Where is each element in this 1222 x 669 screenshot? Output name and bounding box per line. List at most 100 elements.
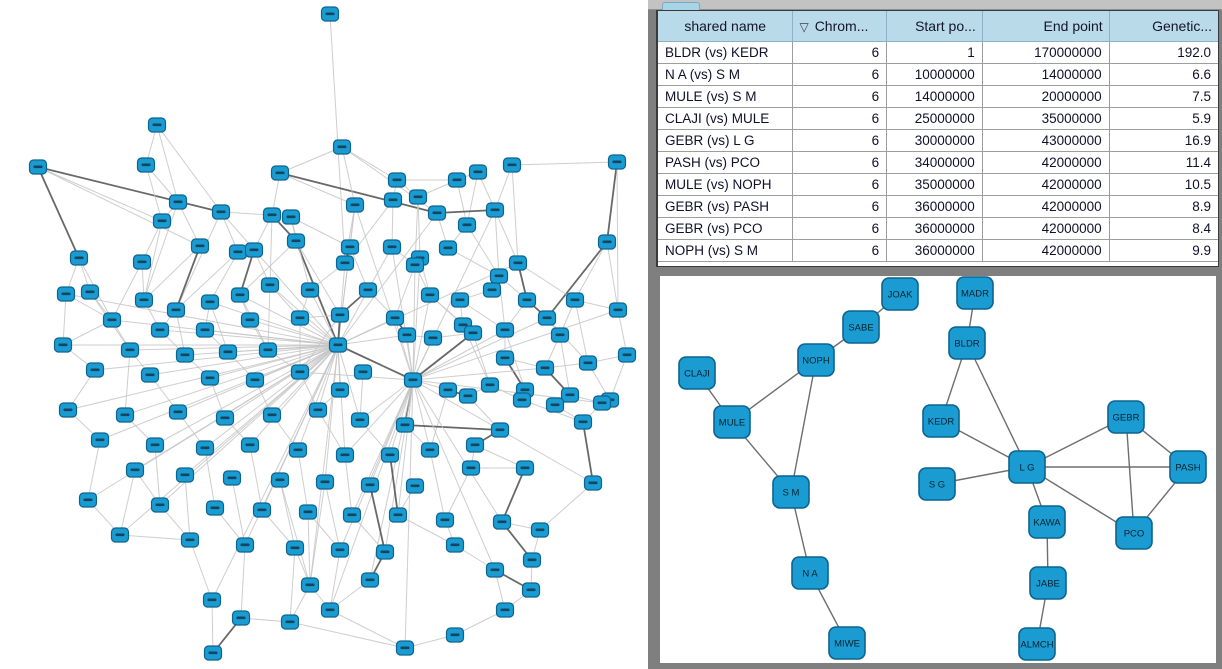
subnetwork-node-label: MIWE <box>834 639 860 650</box>
subnetwork-node-pco[interactable] <box>1115 516 1153 550</box>
subnetwork-node-kawa[interactable] <box>1028 505 1066 539</box>
subnetwork-node-joak[interactable] <box>881 277 919 311</box>
cell-value[interactable]: 35000000 <box>981 106 1110 130</box>
cell-value[interactable]: 35000000 <box>886 172 983 196</box>
cell-shared-name[interactable]: GEBR (vs) PCO <box>658 216 794 240</box>
subnetwork-panel[interactable]: JOAK SABE NOPH CLAJI MULE MADR BLDR KEDR GEBR L G… <box>654 270 1222 669</box>
cell-value[interactable]: 43000000 <box>981 128 1110 152</box>
table-row[interactable]: CLAJI (vs) MULE 6 25000000 35000000 5.9 <box>658 106 1218 130</box>
network-edge <box>384 379 414 553</box>
cell-value[interactable]: 10.5 <box>1108 172 1218 196</box>
cell-shared-name[interactable]: MULE (vs) S M <box>658 84 794 108</box>
subnetwork-node-pash[interactable] <box>1169 450 1207 484</box>
node-label <box>570 298 580 302</box>
cell-value[interactable]: 8.9 <box>1108 194 1218 218</box>
subnetwork-node-l-g[interactable] <box>1008 450 1046 484</box>
subnetwork-node-s-g[interactable] <box>918 467 956 501</box>
cell-value[interactable]: 42000000 <box>981 238 1110 262</box>
main-network-panel[interactable] <box>0 0 648 669</box>
cell-value[interactable]: 6 <box>792 194 888 218</box>
cell-value[interactable]: 6 <box>792 238 888 262</box>
network-edge <box>444 467 472 521</box>
table-row[interactable]: PASH (vs) PCO 6 34000000 42000000 11.4 <box>658 150 1218 174</box>
network-edge <box>269 214 273 286</box>
cell-value[interactable]: 1 <box>886 40 983 64</box>
table-row[interactable]: MULE (vs) NOPH 6 35000000 42000000 10.5 <box>658 172 1218 196</box>
cell-shared-name[interactable]: PASH (vs) PCO <box>658 150 794 174</box>
filter-icon[interactable]: ▽ <box>799 19 809 34</box>
subnetwork-node-jabe[interactable] <box>1029 566 1067 600</box>
subnetwork-node-kedr[interactable] <box>922 404 960 438</box>
cell-value[interactable]: 36000000 <box>886 216 983 240</box>
table-row[interactable]: N A (vs) S M 6 10000000 14000000 6.6 <box>658 62 1218 86</box>
column-header-chrom---[interactable]: ▽ Chrom... <box>792 11 888 42</box>
table-row[interactable]: GEBR (vs) PASH 6 36000000 42000000 8.9 <box>658 194 1218 218</box>
cell-value[interactable]: 11.4 <box>1108 150 1218 174</box>
cell-value[interactable]: 6.6 <box>1108 62 1218 86</box>
subnetwork-node-noph[interactable] <box>797 343 835 377</box>
cell-value[interactable]: 6 <box>792 84 888 108</box>
cell-value[interactable]: 6 <box>792 40 888 64</box>
cell-value[interactable]: 42000000 <box>981 194 1110 218</box>
cell-value[interactable]: 25000000 <box>886 106 983 130</box>
cell-value[interactable]: 6 <box>792 62 888 86</box>
cell-value[interactable]: 30000000 <box>886 128 983 152</box>
cell-value[interactable]: 14000000 <box>886 84 983 108</box>
subnetwork-node-miwe[interactable] <box>828 626 866 660</box>
cell-shared-name[interactable]: MULE (vs) NOPH <box>658 172 794 196</box>
table-row[interactable]: NOPH (vs) S M 6 36000000 42000000 9.9 <box>658 238 1218 262</box>
subnetwork-node-gebr[interactable] <box>1107 400 1145 434</box>
cell-shared-name[interactable]: NOPH (vs) S M <box>658 238 794 262</box>
column-header-end-point[interactable]: End point <box>981 11 1110 42</box>
node-label <box>205 300 215 304</box>
subnetwork-node-label: JABE <box>1036 579 1060 590</box>
cell-value[interactable]: 42000000 <box>981 172 1110 196</box>
table-row[interactable]: BLDR (vs) KEDR 6 1 170000000 192.0 <box>658 40 1218 64</box>
cell-value[interactable]: 6 <box>792 172 888 196</box>
subnetwork-node-sabe[interactable] <box>842 310 880 344</box>
cell-value[interactable]: 36000000 <box>886 194 983 218</box>
cell-value[interactable]: 6 <box>792 216 888 240</box>
table-row[interactable]: GEBR (vs) L G 6 30000000 43000000 16.9 <box>658 128 1218 152</box>
cell-shared-name[interactable]: BLDR (vs) KEDR <box>658 40 794 64</box>
tab-fragment[interactable] <box>662 2 700 10</box>
cell-value[interactable]: 36000000 <box>886 238 983 262</box>
cell-value[interactable]: 42000000 <box>981 150 1110 174</box>
cell-value[interactable]: 6 <box>792 128 888 152</box>
cell-shared-name[interactable]: CLAJI (vs) MULE <box>658 106 794 130</box>
cell-value[interactable]: 14000000 <box>981 62 1110 86</box>
column-header-start-po---[interactable]: Start po... <box>886 11 983 42</box>
cell-value[interactable]: 192.0 <box>1108 40 1218 64</box>
cell-shared-name[interactable]: GEBR (vs) L G <box>658 128 794 152</box>
cell-value[interactable]: 6 <box>792 106 888 130</box>
table-row[interactable]: GEBR (vs) PCO 6 36000000 42000000 8.4 <box>658 216 1218 240</box>
subnetwork-node-madr[interactable] <box>956 276 994 310</box>
cell-value[interactable]: 170000000 <box>981 40 1110 64</box>
cell-value[interactable]: 42000000 <box>981 216 1110 240</box>
cell-shared-name[interactable]: N A (vs) S M <box>658 62 794 86</box>
node-label <box>290 546 300 550</box>
subnetwork-node-s-m[interactable] <box>772 475 810 509</box>
subnetwork-node-claji[interactable] <box>678 356 716 390</box>
cell-shared-name[interactable]: GEBR (vs) PASH <box>658 194 794 218</box>
cell-value[interactable]: 9.9 <box>1108 238 1218 262</box>
subnetwork-node-bldr[interactable] <box>948 326 986 360</box>
cell-value[interactable]: 20000000 <box>981 84 1110 108</box>
subnetwork-node-mule[interactable] <box>713 405 751 439</box>
cell-value[interactable]: 6 <box>792 150 888 174</box>
cell-value[interactable]: 34000000 <box>886 150 983 174</box>
column-header-genetic---[interactable]: Genetic... <box>1108 11 1218 42</box>
subnetwork-canvas[interactable]: JOAK SABE NOPH CLAJI MULE MADR BLDR KEDR GEBR L G… <box>660 276 1216 663</box>
main-network-canvas[interactable] <box>0 0 648 669</box>
table-row[interactable]: MULE (vs) S M 6 14000000 20000000 7.5 <box>658 84 1218 108</box>
column-header-shared-name[interactable]: shared name <box>658 11 794 42</box>
subnetwork-node-n-a[interactable] <box>791 556 829 590</box>
cell-value[interactable]: 7.5 <box>1108 84 1218 108</box>
cell-value[interactable]: 16.9 <box>1108 128 1218 152</box>
subnetwork-node-almch[interactable] <box>1018 627 1056 661</box>
cell-value[interactable]: 8.4 <box>1108 216 1218 240</box>
toolbar-strip <box>648 0 1222 10</box>
cell-value[interactable]: 10000000 <box>886 62 983 86</box>
network-edge <box>156 124 179 203</box>
cell-value[interactable]: 5.9 <box>1108 106 1218 130</box>
